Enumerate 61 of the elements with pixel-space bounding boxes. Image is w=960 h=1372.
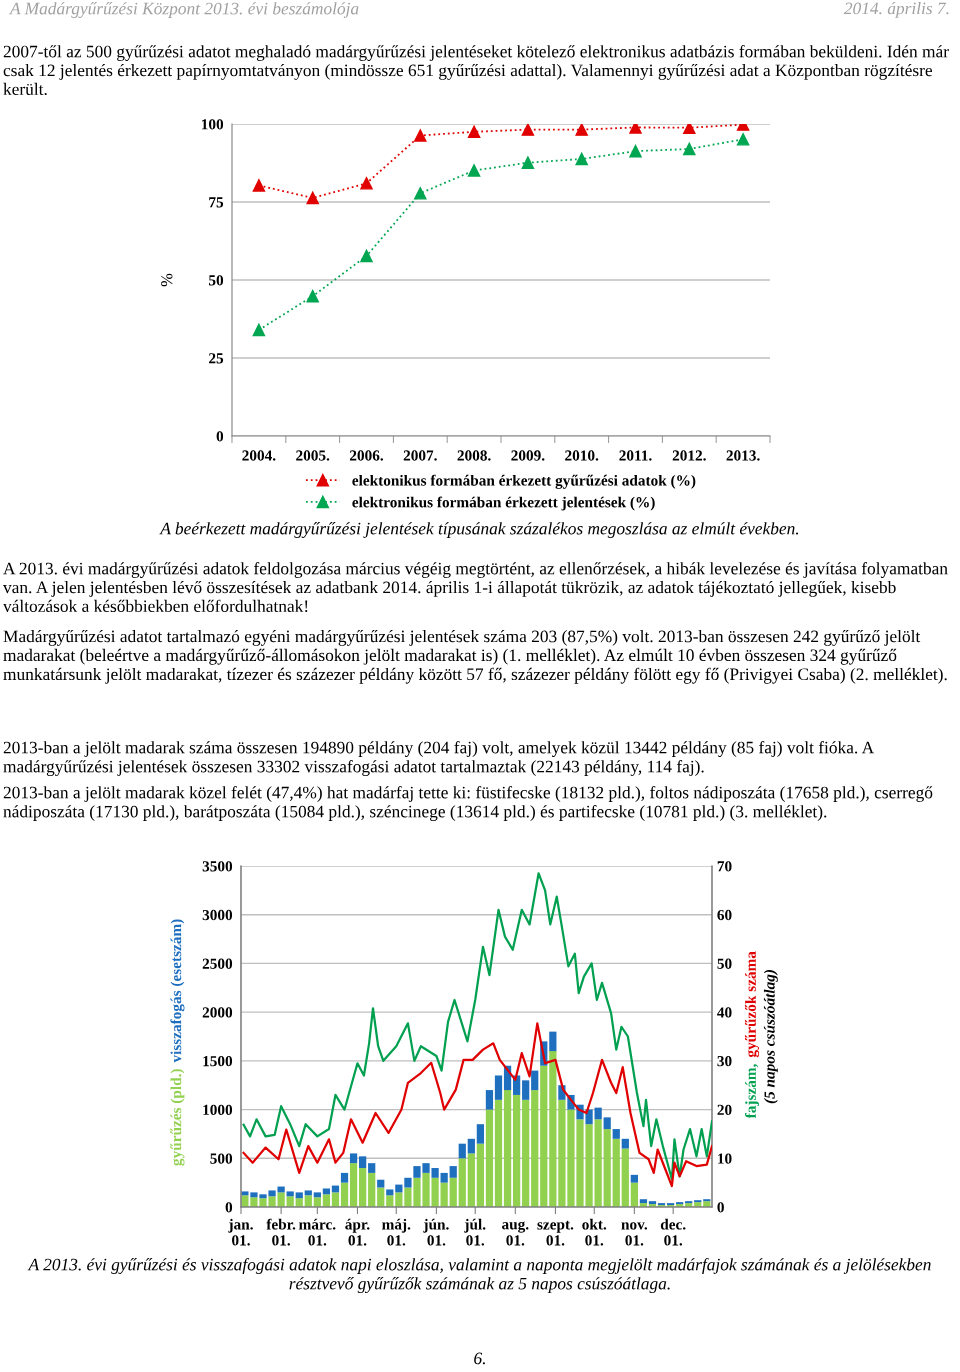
- y-tick-label: 100: [201, 119, 224, 130]
- y2-tick-label: 60: [717, 909, 732, 921]
- x-tick-label: 2011.: [619, 450, 652, 461]
- x-tick-label: dec. 01.: [660, 1218, 686, 1246]
- y2-axis-title: (5 napos csúszóátlag): [763, 969, 778, 1104]
- y-tick-label: 3500: [202, 861, 233, 872]
- text: fajszám,: [745, 1064, 760, 1119]
- text: 6.: [474, 1352, 485, 1365]
- y2-tick-label: 10: [718, 1153, 732, 1164]
- x-tick-label: 2006.: [349, 450, 384, 461]
- x-tick-label: 2005.: [296, 450, 330, 461]
- x-tick-label: szept. 01.: [537, 1220, 574, 1246]
- x-tick-label: 2004.: [242, 450, 276, 461]
- y-axis-title: %: [161, 273, 173, 287]
- x-tick-label: okt. 01.: [582, 1218, 607, 1246]
- text: A beérkezett madárgyűrűzési jelentések típusának százalékos megoszlása az elmúlt években.: [159, 522, 799, 538]
- y-tick-label: 3000: [202, 909, 233, 921]
- y-tick-label: 1500: [203, 1056, 233, 1067]
- y-tick-label: 50: [209, 275, 224, 286]
- x-tick-label: nov. 01.: [621, 1222, 648, 1246]
- text: 2007-től az 500 gyűrűzési adatot meghaladó madárgyűrűzési jelentéseket kötelező elektronikus adatbázis formában beküldeni. Idén már csak 12 jelentés érkezett papírnyomtatványon (mindössze 651 gyűrűzési adattal). Valamennyi gyűrűzési adat a Központban rögzítésre került.: [3, 45, 949, 96]
- y2-tick-label: 50: [717, 958, 732, 969]
- y-tick-label: 2500: [202, 958, 233, 969]
- x-tick-label: jún. 01.: [423, 1218, 449, 1246]
- x-tick-label: 2009.: [511, 450, 545, 461]
- x-tick-label: 2010.: [565, 450, 599, 461]
- text: 2013-ban a jelölt madarak száma összesen 194890 példány (204 faj) volt, amelyek közül 13442 példány (85 faj) volt fióka. A madárgyűrűzési jelentések összesen 33302 visszafogási adatot tartalmaztak (22143 példány, 114 faj).: [3, 741, 875, 776]
- y-tick-label: 500: [210, 1153, 233, 1164]
- x-tick-label: febr. 01.: [266, 1218, 296, 1246]
- legend-label: elektonikus formában érkezett gyűrűzési adatok (%): [352, 474, 696, 489]
- text: 2014. április 7.: [843, 2, 949, 18]
- y2-tick-label: 0: [717, 1202, 724, 1213]
- x-tick-label: júl. 01.: [464, 1218, 486, 1246]
- y-tick-label: 0: [225, 1202, 233, 1213]
- x-tick-label: 2008.: [457, 450, 491, 461]
- x-tick-label: 2013.: [726, 450, 760, 461]
- text: visszafogás (esetszám): [170, 919, 185, 1063]
- y-tick-label: 75: [209, 197, 224, 208]
- text: A Madárgyűrűzési Központ 2013. évi beszámolója: [9, 2, 359, 18]
- x-tick-label: ápr. 01.: [345, 1218, 370, 1246]
- x-tick-label: márc. 01.: [299, 1218, 336, 1246]
- text: Madárgyűrűzési adatot tartalmazó egyéni madárgyűrűzési jelentések száma 203 (87,5%) volt. 2013-ban összesen 242 gyűrűző jelölt madarakat (beleértve a madárgyűrűző-állomásokon jelölt madarakat is) (1. melléklet). Az elmúlt 10 évben összesen 324 gyűrűző munkatársunk jelölt madarakat, tízezer és százezer példány között 57 fő, százezer példány fölött egy fő (Privigyei Csaba) (2. melléklet).: [3, 630, 947, 684]
- x-tick-label: 2007.: [403, 450, 437, 461]
- x-tick-label: máj. 01.: [382, 1218, 411, 1246]
- text: A 2013. évi gyűrűzési és visszafogási adatok napi eloszlása, valamint a naponta megjelölt madárfajok számának és a jelölésekben résztvevő gyűrűzők számának az 5 napos csúszóátlaga.: [27, 1258, 931, 1294]
- y2-tick-label: 30: [717, 1056, 732, 1067]
- y2-tick-label: 20: [717, 1104, 732, 1116]
- y2-tick-label: 70: [717, 861, 732, 872]
- y-tick-label: 0: [216, 431, 224, 442]
- y-tick-label: 2000: [202, 1007, 233, 1018]
- x-tick-label: 2012.: [672, 450, 706, 461]
- text: gyűrűzés (pld.): [170, 1069, 185, 1166]
- y2-tick-label: 40: [717, 1007, 732, 1018]
- y-tick-label: 1000: [203, 1104, 233, 1116]
- y-tick-label: 25: [209, 353, 224, 364]
- x-tick-label: jan. 01.: [228, 1218, 253, 1246]
- legend-label: elektronikus formában érkezett jelentések (%): [352, 496, 655, 511]
- text: gyűrűzők száma: [744, 951, 760, 1058]
- x-tick-label: aug. 01.: [502, 1221, 529, 1246]
- text: 2013-ban a jelölt madarak közel felét (47,4%) hat madárfaj tette ki: füstifecske (18132 pld.), foltos nádiposzáta (17658 pld.), cserregő nádiposzáta (17130 pld.), barátposzáta (15084 pld.), széncinege (13614 pld.) és partifecske (10781 pld.) (3. melléklet).: [3, 786, 933, 821]
- text: A 2013. évi madárgyűrűzési adatok feldolgozása március végéig megtörtént, az ellenőrzések, a hibák levelezése és javítása folyamatban van. A jelen jelentésben lévő összesítések az adatbank 2014. április 1-i állapotát tükrözik, az adatok tájékoztató jellegűek, kisebb változások a későbbiekben előfordulhatnak!: [3, 562, 948, 613]
